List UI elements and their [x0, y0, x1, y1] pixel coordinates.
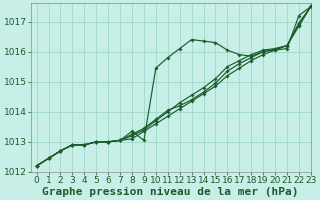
X-axis label: Graphe pression niveau de la mer (hPa): Graphe pression niveau de la mer (hPa) — [43, 186, 299, 197]
